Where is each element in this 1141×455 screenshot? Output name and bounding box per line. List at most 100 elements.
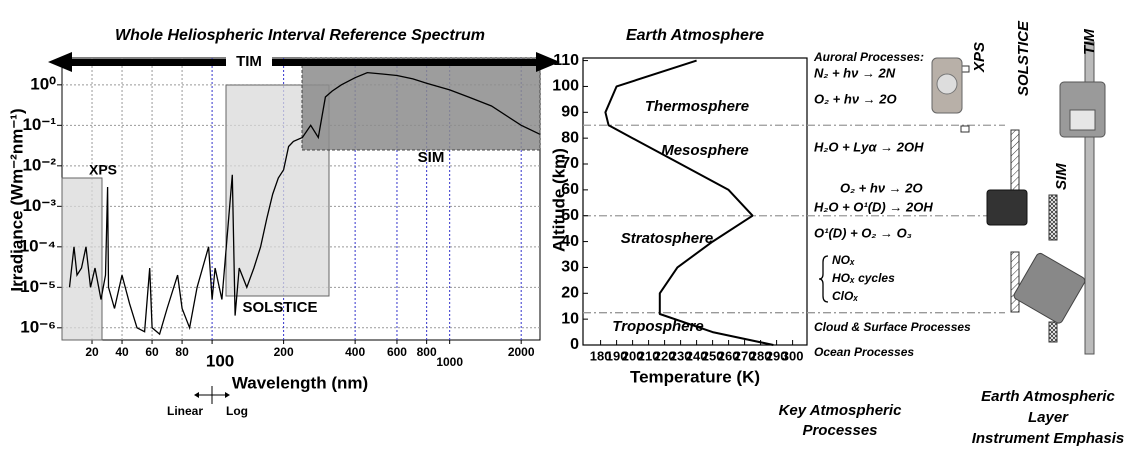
instrument-label: SIM — [1053, 163, 1070, 190]
x-tick-label: 190 — [606, 348, 628, 363]
x-tick-label: 2000 — [508, 345, 535, 359]
process: O¹(D) + O₂ → O₃ — [814, 225, 912, 240]
label-box — [226, 53, 272, 71]
y-axis-title: Altitude (km) — [549, 148, 568, 252]
y-tick-label: 40 — [561, 233, 579, 250]
sim-label: SIM — [418, 149, 445, 166]
y-tick-label: 80 — [561, 129, 579, 146]
instruments-title: Earth Atmospheric — [981, 388, 1115, 405]
x-tick-label: 200 — [622, 348, 644, 363]
x-tick-label: 600 — [387, 345, 407, 359]
tim-image — [1069, 109, 1096, 131]
scale-switch — [194, 386, 230, 404]
process: Auroral Processes: — [813, 50, 924, 64]
process: HOₓ cycles — [832, 271, 895, 285]
tim-label: TIM — [236, 53, 262, 70]
x-tick-label: 260 — [718, 348, 740, 363]
arrow-head — [536, 52, 560, 72]
chart-title: Whole Heliospheric Interval Reference Sp… — [115, 27, 485, 44]
process: O₂ + hν → 2O — [840, 180, 923, 195]
sim-emphasis — [1048, 321, 1058, 343]
xps-range — [61, 177, 103, 341]
xps-label: XPS — [89, 162, 117, 178]
process: H₂O + O¹(D) → 2OH — [814, 199, 933, 214]
x-tick-label: 80 — [175, 345, 189, 359]
x-tick-label: 210 — [638, 348, 660, 363]
processes-title: Processes — [802, 422, 877, 439]
process: NOₓ — [832, 253, 855, 267]
instrument-label: XPS — [971, 42, 988, 73]
arrow-head — [48, 52, 72, 72]
y-tick-label: 110 — [553, 52, 579, 69]
tim-emphasis — [1084, 41, 1095, 355]
processes: Auroral Processes: N₂ + hν → 2N O₂ + hν … — [813, 50, 971, 359]
instrument-ranges — [61, 57, 541, 341]
process: N₂ + hν → 2N — [814, 65, 896, 80]
x-tick-label: 60 — [145, 345, 159, 359]
solstice-label: SOLSTICE — [242, 299, 317, 316]
process: Cloud & Surface Processes — [814, 320, 971, 334]
spectrum-overlay — [68, 71, 541, 336]
instruments-title: Layer — [1028, 409, 1069, 426]
x-tick-label: 230 — [670, 348, 692, 363]
processes-title: Key Atmospheric — [779, 402, 902, 419]
layer-label: Stratosphere — [621, 230, 714, 247]
xps-emphasis — [960, 125, 970, 133]
x-tick-label: 800 — [417, 345, 437, 359]
instrument-label: SOLSTICE — [1015, 20, 1032, 96]
y-tick-label: 100 — [552, 78, 579, 95]
xps-image — [936, 73, 958, 95]
x-tick-label: 220 — [654, 348, 676, 363]
y-tick-label: 90 — [561, 104, 579, 121]
process: H₂O + Lyα → 2OH — [814, 139, 924, 154]
x-tick-label: 1000 — [436, 355, 463, 369]
y-tick-label: 10⁰ — [30, 74, 56, 93]
x-tick-label: 100 — [206, 351, 234, 370]
x-tick-label: 240 — [686, 348, 708, 363]
y-tick-label: 10⁻³ — [22, 196, 56, 215]
brace — [818, 255, 829, 303]
sim-emphasis — [1048, 194, 1058, 241]
x-axis-title: Temperature (K) — [630, 367, 760, 386]
layer-label: Thermosphere — [645, 98, 749, 115]
y-tick-label: 50 — [561, 207, 579, 224]
y-tick-label: 10⁻¹ — [22, 115, 56, 134]
instruments-title: Instrument Emphasis — [972, 430, 1125, 447]
linear-label: Linear — [167, 404, 203, 418]
y-tick-label: 10⁻⁵ — [20, 277, 56, 296]
y-tick-label: 60 — [561, 181, 579, 198]
tim-bar — [70, 59, 546, 66]
x-tick-label: 180 — [590, 348, 612, 363]
y-tick-label: 10⁻⁶ — [20, 317, 56, 336]
y-tick-label: 20 — [561, 285, 579, 302]
solstice-image — [986, 189, 1028, 226]
y-tick-label: 0 — [570, 336, 579, 353]
layer-label: Troposphere — [612, 318, 703, 335]
log-label: Log — [226, 404, 248, 418]
layer-label: Mesosphere — [661, 142, 749, 159]
x-tick-label: 300 — [782, 348, 804, 363]
tim-arrow — [48, 52, 560, 72]
process: Ocean Processes — [814, 345, 914, 359]
process: O₂ + hν → 2O — [814, 91, 897, 106]
spectrum-line — [68, 71, 541, 336]
y-tick-label: 10⁻² — [22, 155, 56, 174]
x-tick-label: 270 — [734, 348, 756, 363]
process: ClOₓ — [832, 289, 858, 303]
y-tick-label: 30 — [561, 259, 579, 276]
x-tick-label: 250 — [702, 348, 724, 363]
sim-image — [1013, 252, 1086, 324]
solstice-emphasis — [1010, 251, 1020, 313]
y-tick-label: 70 — [561, 155, 579, 172]
x-tick-label: 290 — [766, 348, 788, 363]
x-tick-label: 20 — [85, 345, 99, 359]
y-axis-title: Irradiance (Wm⁻²nm⁻¹) — [7, 108, 26, 291]
plot-frame — [582, 57, 808, 346]
y-tick-label: 10⁻⁴ — [20, 236, 56, 255]
atmosphere-chart: 0 10 20 30 40 50 60 70 80 90 100 110 180190200210220… — [552, 52, 1005, 363]
chart-title: Earth Atmosphere — [626, 27, 764, 44]
x-tick-label: 200 — [274, 345, 294, 359]
temperature-profile — [604, 59, 774, 346]
x-tick-label: 280 — [750, 348, 772, 363]
